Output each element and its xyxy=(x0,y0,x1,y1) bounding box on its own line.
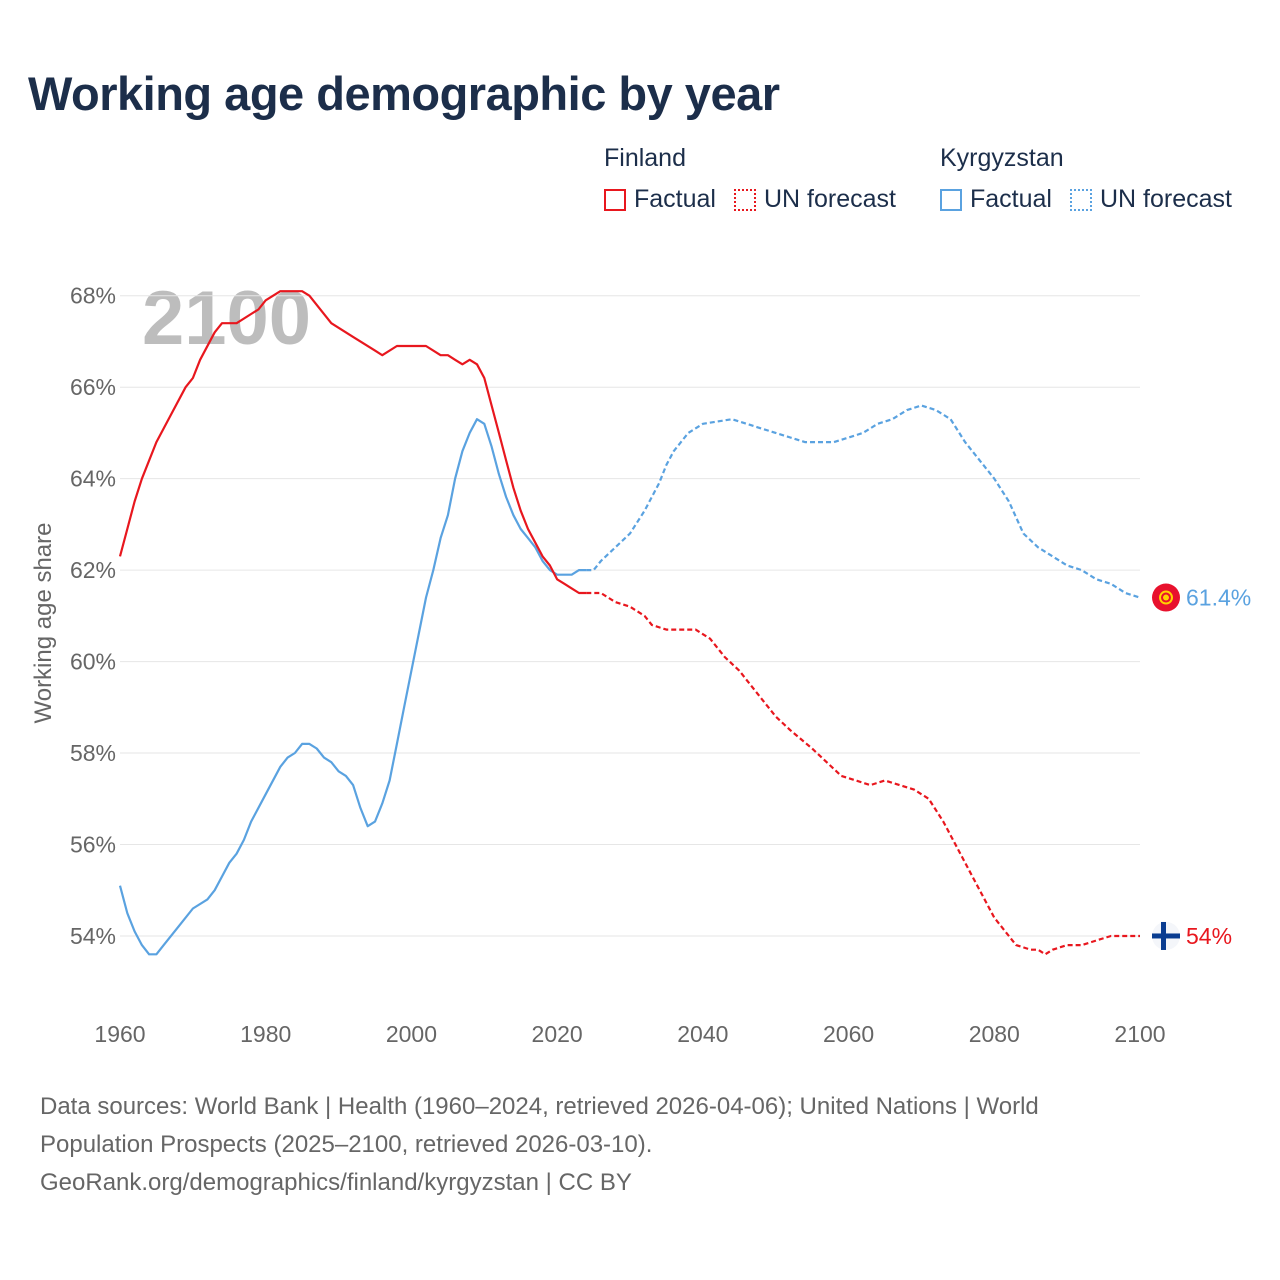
data-sources: Data sources: World Bank | Health (1960–… xyxy=(40,1088,1200,1202)
y-tick-label: 66% xyxy=(70,374,116,400)
line-chart: 2100 54% 56% 58% 60% 62% 64% 66% 68% 1960 1980 2000… xyxy=(30,276,1251,1047)
legend-group-kyrgyzstan: Kyrgyzstan Factual UN forecast xyxy=(940,144,1250,214)
x-tick-label: 2080 xyxy=(969,1021,1020,1047)
legend-label: UN forecast xyxy=(1099,185,1232,213)
y-tick-label: 58% xyxy=(70,740,116,766)
flag-sun-center xyxy=(1163,594,1169,601)
flag-cross-vertical xyxy=(1161,921,1166,950)
y-axis-label: Working age share xyxy=(30,523,57,724)
legend-swatch-solid-icon xyxy=(604,188,626,211)
x-tick-label: 1960 xyxy=(94,1021,145,1047)
legend-item-kyrgyzstan-forecast[interactable]: UN forecast xyxy=(1069,185,1232,214)
legend-swatch-dotted-icon xyxy=(733,188,756,211)
series-line-finland-forecast xyxy=(586,591,1140,956)
sources-line: Data sources: World Bank | Health (1960–… xyxy=(40,1093,1039,1120)
sources-link[interactable]: GeoRank.org/demographics/finland/kyrgyzs… xyxy=(40,1169,632,1196)
chart-title: Working age demographic by year xyxy=(28,67,780,120)
y-tick-label: 54% xyxy=(70,923,116,949)
legend-group-name: Finland xyxy=(604,144,686,172)
end-value-label: 61.4% xyxy=(1186,585,1251,611)
legend-item-finland-forecast[interactable]: UN forecast xyxy=(733,185,896,214)
y-tick-label: 68% xyxy=(70,283,116,309)
series-line-kyrgyzstan-forecast xyxy=(586,404,1141,599)
sources-line: Population Prospects (2025–2100, retriev… xyxy=(40,1131,653,1158)
legend-item-kyrgyzstan-factual[interactable]: Factual xyxy=(940,185,1052,214)
legend-label: UN forecast xyxy=(763,185,896,213)
x-tick-label: 1980 xyxy=(240,1021,291,1047)
series-line-kyrgyzstan-factual xyxy=(118,418,587,956)
x-tick-label: 2040 xyxy=(677,1021,728,1047)
year-watermark: 2100 xyxy=(142,276,311,361)
kyrgyzstan-flag-icon xyxy=(1152,583,1180,612)
finland-flag-icon xyxy=(1152,921,1180,950)
x-tick-label: 2020 xyxy=(532,1021,583,1047)
flag-sun-ring xyxy=(1159,590,1173,605)
y-tick-label: 56% xyxy=(70,832,116,858)
legend-group-finland: Finland Factual UN forecast xyxy=(604,144,914,214)
legend-label: Factual xyxy=(634,185,716,213)
legend-swatch-dotted-icon xyxy=(1069,188,1092,211)
x-tick-label: 2060 xyxy=(823,1021,874,1047)
y-tick-label: 62% xyxy=(70,557,116,583)
legend-label: Factual xyxy=(970,185,1052,213)
y-tick-label: 60% xyxy=(70,649,116,675)
y-tick-label: 64% xyxy=(70,466,116,492)
legend-item-finland-factual[interactable]: Factual xyxy=(604,185,716,214)
end-value-label: 54% xyxy=(1186,923,1232,949)
x-tick-label: 2000 xyxy=(386,1021,437,1047)
series-line-finland-factual xyxy=(118,290,587,595)
legend-swatch-solid-icon xyxy=(940,188,962,211)
legend-group-name: Kyrgyzstan xyxy=(940,144,1064,172)
x-tick-label: 2100 xyxy=(1114,1021,1165,1047)
